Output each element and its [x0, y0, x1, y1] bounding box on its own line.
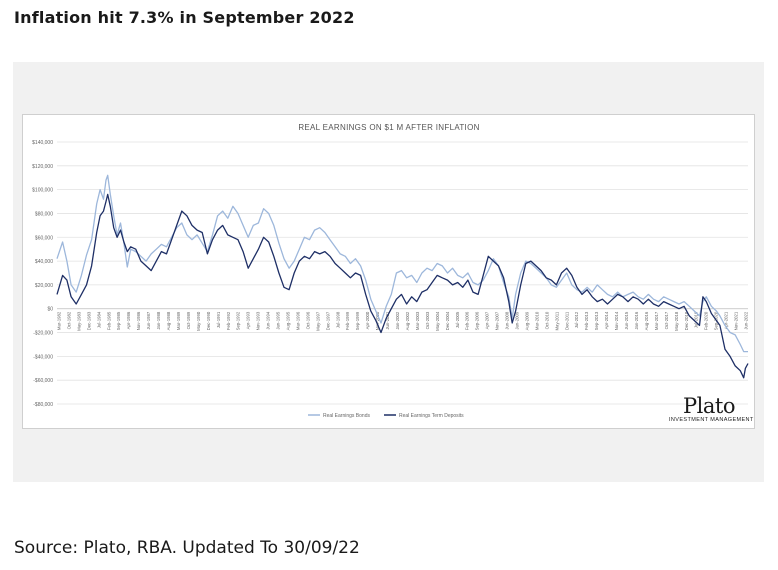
chart-title: REAL EARNINGS ON $1 M AFTER INFLATION: [298, 123, 479, 132]
x-tick-label: Jul-2005: [455, 311, 460, 328]
x-tick-label: Aug-2016: [644, 311, 649, 330]
x-tick-label: Sep-2006: [475, 311, 480, 330]
y-tick-label: -$80,000: [33, 402, 53, 408]
y-tick-label: $80,000: [35, 211, 53, 217]
x-tick-label: Feb-2006: [465, 311, 470, 330]
x-tick-label: Mar-1996: [295, 311, 300, 330]
y-axis-tick-labels: $140,000 $120,000 $100,000 $80,000 $60,000 $4…: [32, 140, 53, 408]
y-tick-label: -$20,000: [33, 331, 53, 337]
brand-subtitle: INVESTMENT MANAGEMENT: [669, 417, 754, 423]
x-tick-label: Oct-1982: [66, 311, 71, 329]
bonds-series-line: [56, 174, 748, 353]
x-tick-label: Nov-1986: [136, 311, 141, 330]
x-tick-label: Sep-1999: [355, 311, 360, 330]
x-tick-label: Nov-2014: [614, 311, 619, 330]
series-lines: [56, 174, 749, 379]
x-tick-label: Jun-1994: [266, 311, 271, 330]
x-tick-label: Dec-2018: [684, 311, 689, 330]
x-tick-label: May-2011: [554, 311, 559, 330]
x-tick-label: Dec-2011: [564, 311, 569, 330]
x-tick-label: Dec-1997: [325, 311, 330, 330]
x-tick-label: Mar-1989: [176, 311, 181, 330]
page-headline: Inflation hit 7.3% in September 2022: [14, 8, 355, 27]
x-tick-label: Nov-2000: [375, 311, 380, 330]
x-tick-label: Oct-2003: [425, 311, 430, 329]
x-tick-label: Oct-1989: [186, 311, 191, 329]
x-tick-label: Jul-1984: [96, 311, 101, 328]
x-tick-label: May-1990: [196, 311, 201, 331]
x-tick-label: Aug-1988: [166, 311, 171, 330]
x-tick-label: Sep-2013: [594, 311, 599, 330]
x-tick-label: Aug-2009: [524, 311, 529, 330]
x-axis-tick-labels: Mar-1982 Oct-1982 May-1983 Dec-1983 Jul-1984…: [57, 311, 749, 331]
line-chart: REAL EARNINGS ON $1 M AFTER INFLATION $1…: [32, 123, 749, 419]
y-tick-label: $0: [47, 307, 53, 313]
x-tick-label: Apr-2021: [724, 311, 729, 329]
x-tick-label: Jul-1991: [216, 311, 221, 328]
x-tick-label: Jun-1987: [146, 311, 151, 330]
x-tick-label: Jun-2001: [385, 311, 390, 330]
x-tick-label: Mar-1982: [57, 311, 62, 330]
x-tick-label: Aug-2002: [405, 311, 410, 330]
x-tick-label: Oct-1996: [305, 311, 310, 329]
y-tick-label: $20,000: [35, 283, 53, 289]
x-tick-label: Jun-2008: [505, 311, 510, 330]
x-tick-label: Sep-1985: [116, 311, 121, 330]
x-tick-label: Sep-1992: [236, 311, 241, 330]
x-tick-label: Apr-2007: [485, 311, 490, 329]
y-tick-label: $60,000: [35, 235, 53, 241]
source-note: Source: Plato, RBA. Updated To 30/09/22: [14, 538, 360, 558]
x-tick-label: May-2018: [674, 311, 679, 331]
x-tick-label: Jul-1998: [335, 311, 340, 328]
x-tick-label: Apr-1986: [126, 311, 131, 329]
x-tick-label: Nov-1993: [256, 311, 261, 330]
x-tick-label: Dec-1990: [206, 311, 211, 330]
x-tick-label: Jan-2009: [515, 311, 520, 330]
chart-card: REAL EARNINGS ON $1 M AFTER INFLATION $1…: [22, 114, 755, 429]
chart-legend: Real Earnings Bonds Real Earnings Term De…: [308, 413, 464, 419]
x-tick-label: Aug-1995: [286, 311, 291, 330]
gridlines: [57, 141, 748, 405]
y-tick-label: -$40,000: [33, 354, 53, 360]
y-tick-label: $140,000: [32, 140, 53, 146]
plato-logo: Plato INVESTMENT MANAGEMENT: [669, 394, 754, 423]
x-tick-label: Oct-2017: [664, 311, 669, 329]
x-tick-label: Jul-2012: [574, 311, 579, 328]
y-tick-label: $40,000: [35, 259, 53, 265]
x-tick-label: Jan-2016: [634, 311, 639, 330]
x-tick-label: Jan-1995: [276, 311, 281, 330]
y-tick-label: -$60,000: [33, 378, 53, 384]
x-tick-label: Mar-2010: [534, 311, 539, 330]
y-tick-label: $100,000: [32, 188, 53, 194]
x-tick-label: May-2004: [435, 311, 440, 331]
x-tick-label: Nov-2021: [734, 311, 739, 330]
x-tick-label: May-1997: [315, 311, 320, 331]
x-tick-label: Nov-2007: [495, 311, 500, 330]
x-tick-label: Apr-2000: [365, 311, 370, 329]
x-tick-label: Mar-2003: [415, 311, 420, 330]
x-tick-label: Mar-2017: [654, 311, 659, 330]
legend-label: Real Earnings Term Deposits: [399, 413, 464, 419]
x-tick-label: Feb-1985: [106, 311, 111, 330]
x-tick-label: Feb-1999: [345, 311, 350, 330]
x-tick-label: Feb-1992: [226, 311, 231, 330]
x-tick-label: Feb-2013: [584, 311, 589, 330]
x-tick-label: May-1983: [76, 311, 81, 331]
brand-name: Plato: [683, 394, 735, 418]
term-deposits-series-line: [56, 193, 749, 379]
x-tick-label: Jan-2002: [395, 311, 400, 330]
legend-label: Real Earnings Bonds: [323, 413, 370, 419]
x-tick-label: Jul-2019: [694, 311, 699, 328]
x-tick-label: Dec-2004: [445, 311, 450, 330]
x-tick-label: Jan-1988: [156, 311, 161, 330]
x-tick-label: Apr-1993: [246, 311, 251, 329]
x-tick-label: Jun-2015: [624, 311, 629, 330]
y-tick-label: $120,000: [32, 164, 53, 170]
x-tick-label: Apr-2014: [604, 311, 609, 329]
x-tick-label: Jun-2022: [744, 311, 749, 330]
x-tick-label: Dec-1983: [86, 311, 91, 330]
x-tick-label: Oct-2010: [544, 311, 549, 329]
x-tick-label: Feb-2020: [704, 311, 709, 330]
